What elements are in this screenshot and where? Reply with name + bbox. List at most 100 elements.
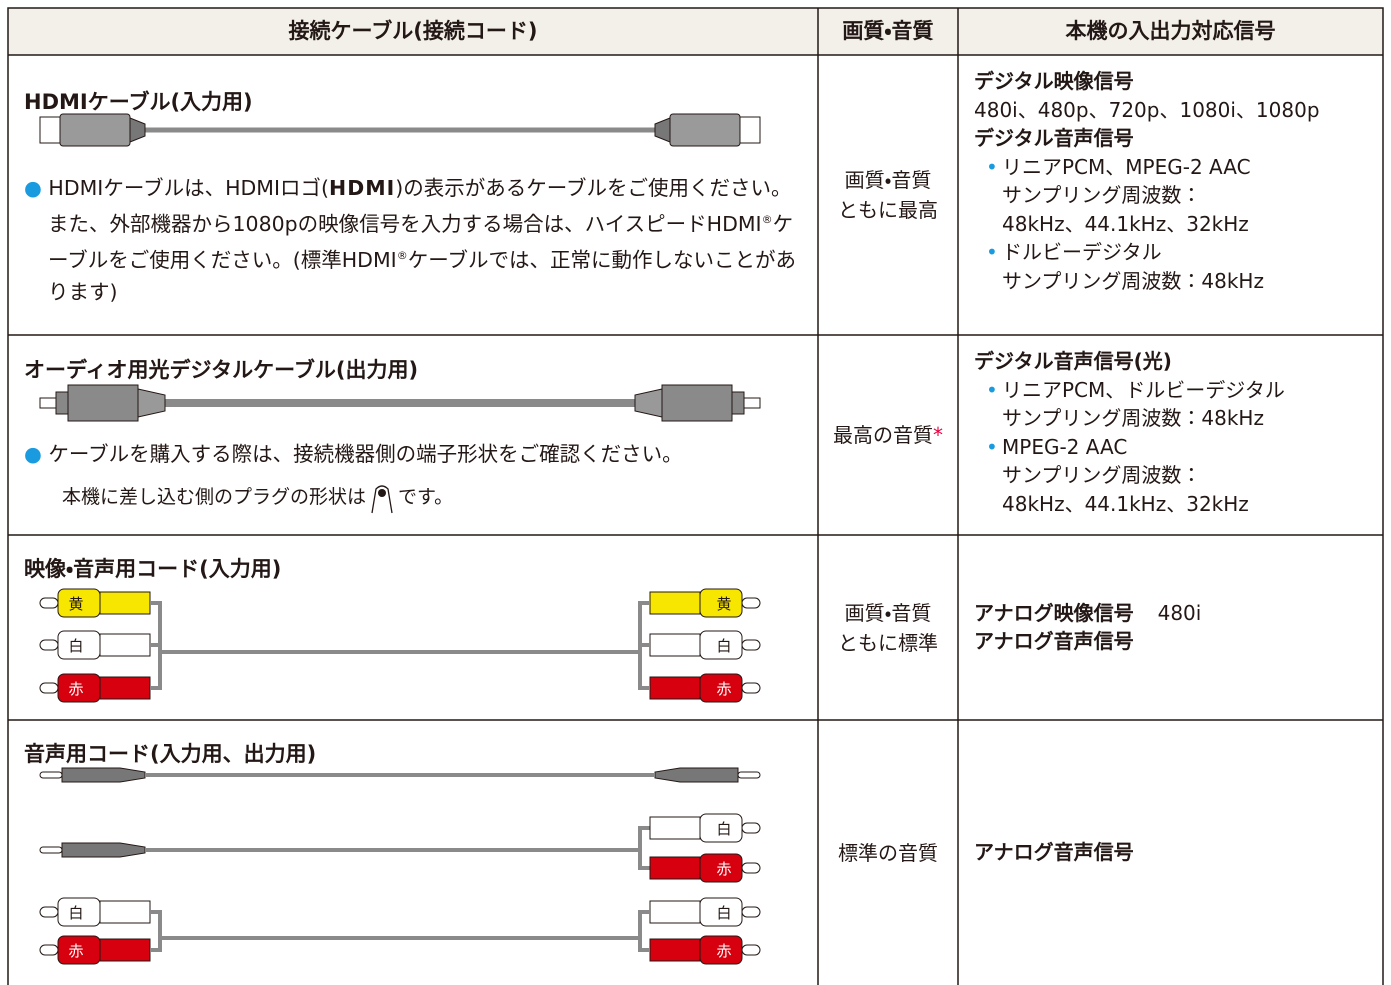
bullet: ● (24, 176, 49, 200)
plug-label: 赤 (716, 680, 731, 698)
signal-bullet: • リニアPCM、ドルビーデジタル (974, 376, 1374, 405)
signal-heading: デジタル音声信号 (974, 124, 1374, 153)
mini-plug (39, 767, 146, 783)
cable (638, 850, 650, 870)
quality: 最高の音質* (818, 420, 958, 450)
cable (150, 938, 162, 952)
mini-plug (39, 842, 146, 858)
bullet: • (986, 377, 998, 402)
bullet-text: 48kHz、44.1kHz、32kHz (1002, 211, 1249, 236)
plug-label: 白 (716, 637, 731, 655)
heading-text: デジタル映像信号 (974, 69, 1134, 93)
signal-line: 480i、480p、720p、1080i、1080p (974, 97, 1320, 122)
signal-value: 480i (1157, 600, 1202, 625)
quality: 画質・音質ともに標準 (818, 598, 958, 658)
signal-bullet: 48kHz、44.1kHz、32kHz (974, 210, 1374, 239)
heading-text: アナログ音声信号 (974, 840, 1134, 864)
note-text: ® (396, 248, 408, 262)
quality-line: 標準の音質 (838, 840, 938, 865)
bullet: ● (24, 442, 49, 466)
bullet-text: 48kHz、44.1kHz、32kHz (1002, 491, 1249, 516)
plug-label: 黄 (716, 595, 731, 613)
note-text: ケーブルをご使用ください。(標準HDMI (48, 211, 794, 272)
rca-plug: 白 (649, 813, 761, 843)
signal-bullet: サンプリング周波数：48kHz (974, 267, 1374, 296)
bullet-text: サンプリング周波数： (1002, 183, 1202, 207)
signal-heading: アナログ音声信号 (974, 627, 1374, 656)
quality: 画質・音質ともに最高 (818, 165, 958, 225)
signals: アナログ映像信号 480i アナログ音声信号 (974, 599, 1374, 656)
rca-plug: 白 (649, 897, 761, 927)
rca-plug: 黄 (39, 588, 151, 618)
bullet: • (986, 154, 998, 179)
mini-plug (654, 767, 761, 783)
plug-label: 白 (68, 904, 83, 922)
plug-label: 白 (716, 904, 731, 922)
quality-line: 画質・音質 (844, 600, 932, 625)
plug-label: 白 (716, 820, 731, 838)
heading-text: アナログ映像信号 (974, 600, 1134, 625)
quality-line: ともに標準 (838, 630, 938, 655)
signal-bullet: サンプリング周波数：48kHz (974, 404, 1374, 433)
plug-label: 赤 (716, 942, 731, 960)
asterisk: * (933, 423, 943, 447)
signal-bullet: • ドルビーデジタル (974, 238, 1374, 267)
hdmi-logo: HDMI (329, 176, 396, 200)
bullet-text: サンプリング周波数： (1002, 463, 1202, 487)
quality-line: 最高の音質* (833, 423, 943, 447)
quality-line: ともに最高 (838, 198, 938, 222)
note-text: HDMIケーブルは、HDMIロゴ( (48, 176, 330, 200)
note-text: 本機に差し込む側のプラグの形状は (62, 486, 367, 508)
bullet-text: リニアPCM、MPEG-2 AAC (1002, 154, 1251, 179)
cable-title: オーディオ用光デジタルケーブル(出力用) (24, 358, 419, 382)
plug-label: 黄 (68, 595, 83, 613)
bullet-text: ドルビーデジタル (1002, 240, 1162, 264)
cable-title: 音声用コード(入力用、出力用) (24, 742, 317, 766)
note-text: です。 (398, 486, 454, 508)
plug-label: 赤 (68, 680, 83, 698)
header-bg (8, 8, 1383, 55)
rca-plug: 白 (39, 630, 151, 660)
signal-bullet: サンプリング周波数： (974, 461, 1374, 490)
plug-label: 赤 (68, 942, 83, 960)
cable (150, 601, 650, 654)
optical-plug (39, 384, 166, 422)
signal-bullet: • MPEG-2 AAC (974, 433, 1374, 462)
plug-icon (366, 483, 398, 513)
signals: デジタル音声信号(光) • リニアPCM、ドルビーデジタル サンプリング周波数：48k… (974, 347, 1374, 518)
bullet-text: リニアPCM、ドルビーデジタル (1002, 377, 1285, 402)
signal-heading: デジタル音声信号(光) (974, 347, 1374, 376)
rca-plug: 赤 (39, 935, 151, 965)
rca-plug: 赤 (649, 935, 761, 965)
quality: 標準の音質 (818, 838, 958, 868)
signal-heading: アナログ映像信号 480i (974, 599, 1374, 628)
cable (145, 826, 650, 852)
header-cell: 本機の入出力対応信号 (1065, 19, 1276, 43)
subnote: 本機に差し込む側のプラグの形状は です。 (62, 481, 453, 513)
header-cell: 接続ケーブル(接続コード) (288, 19, 538, 43)
plug-label: 赤 (716, 860, 731, 878)
quality-line: 画質・音質 (844, 168, 932, 192)
cable-title: HDMIケーブル(入力用) (24, 90, 253, 114)
heading-text: アナログ音声信号 (974, 629, 1134, 653)
signals: デジタル映像信号 480i、480p、720p、1080i、1080p デジタル音声… (974, 67, 1374, 295)
signal-heading: デジタル映像信号 (974, 67, 1374, 96)
note-text: ケーブルでは、正常に動作しないことがあります) (48, 247, 796, 304)
note: ● ケーブルを購入する際は、接続機器側の端子形状をご確認ください。 (24, 438, 799, 470)
note-text: ケーブルを購入する際は、接続機器側の端子形状をご確認ください。 (48, 442, 683, 466)
optical-plug (634, 384, 761, 422)
hdmi-plug (654, 113, 761, 147)
heading-text: デジタル音声信号 (974, 126, 1134, 150)
header-cell: 画質・音質 (842, 19, 934, 43)
note: ● HDMIケーブルは、HDMIロゴ(HDMI)の表示があるケーブルをご使用くだ… (24, 172, 799, 308)
cable (150, 910, 650, 940)
bullet: • (986, 240, 998, 264)
hdmi-plug (39, 113, 146, 147)
signals: アナログ音声信号 (974, 838, 1374, 867)
note-text: ® (761, 213, 773, 226)
heading-text: デジタル音声信号(光) (974, 349, 1172, 373)
cable (150, 645, 650, 690)
bullet-text: サンプリング周波数：48kHz (1002, 406, 1264, 430)
